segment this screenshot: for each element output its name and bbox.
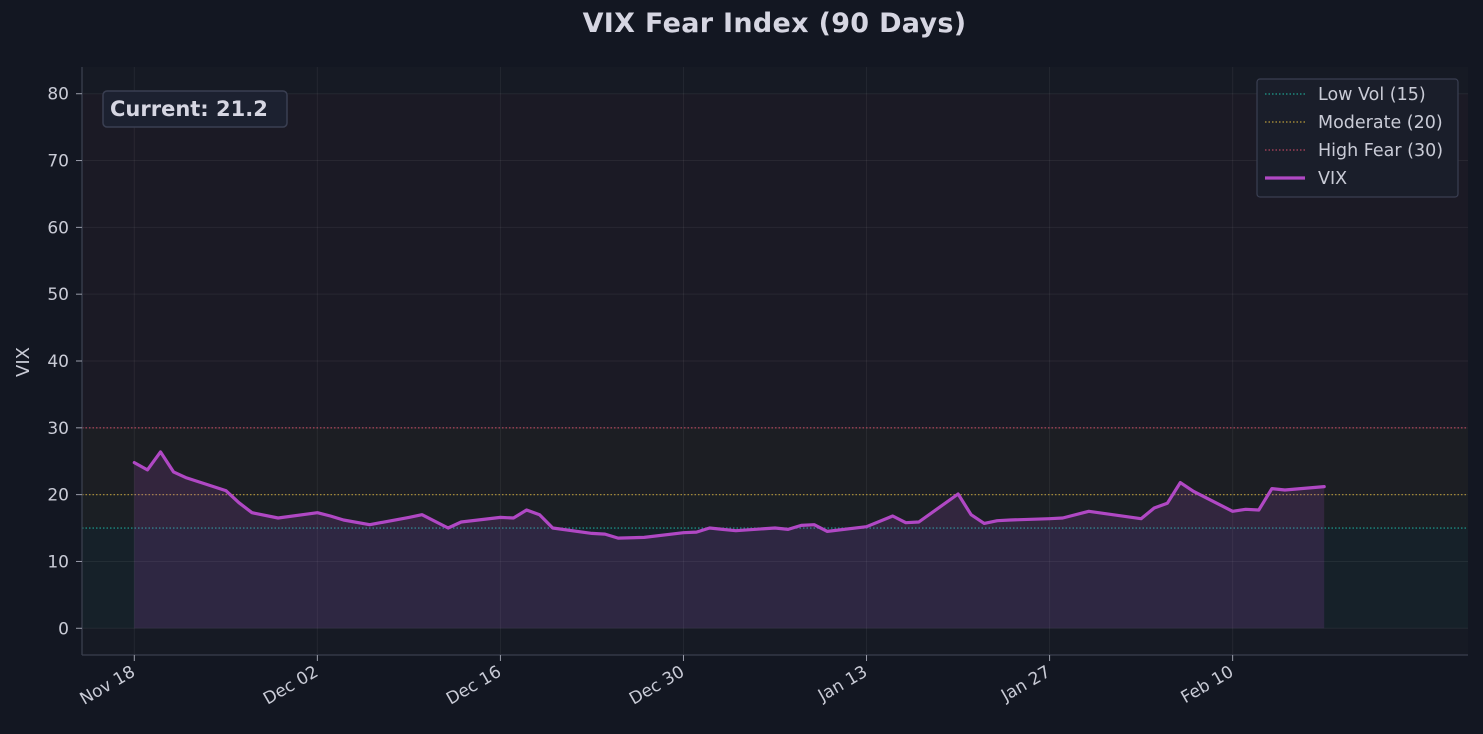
vix-data-point — [316, 511, 319, 514]
vix-data-point — [407, 516, 411, 519]
vix-data-point — [1231, 510, 1234, 513]
current-value-text: Current: 21.2 — [110, 97, 268, 121]
vix-data-point — [512, 516, 515, 520]
vix-data-point — [159, 450, 162, 454]
vix-data-point — [1257, 508, 1260, 512]
x-tick-label: Nov 18 — [77, 662, 139, 709]
chart-title: VIX Fear Index (90 Days) — [582, 8, 967, 39]
vix-area — [134, 451, 1325, 629]
vix-data-point — [1283, 488, 1287, 492]
vix-data-point — [525, 508, 528, 512]
y-tick-label: 50 — [47, 285, 69, 305]
vix-data-point — [1139, 517, 1143, 520]
current-value-badge: Current: 21.2 — [102, 90, 288, 128]
vix-data-point — [276, 516, 280, 520]
y-tick-label: 60 — [47, 218, 69, 238]
vix-data-point — [1048, 517, 1051, 520]
legend-label-2: High Fear (30) — [1318, 141, 1443, 161]
vix-data-point — [799, 524, 803, 527]
vix-data-point — [1322, 485, 1326, 488]
vix-data-point — [826, 530, 829, 533]
vix-data-point — [695, 530, 698, 534]
zone-band-2 — [82, 427, 1468, 495]
vix-data-point — [1152, 506, 1156, 510]
vix-data-point — [342, 518, 345, 522]
y-tick-label: 30 — [47, 419, 69, 439]
vix-data-point — [459, 520, 463, 524]
vix-data-point — [734, 529, 737, 532]
y-axis-title: VIX — [13, 347, 34, 377]
vix-data-point — [983, 522, 986, 525]
y-tick-label: 80 — [47, 85, 69, 105]
vix-data-point — [721, 528, 724, 531]
x-tick-label: Jan 13 — [814, 662, 871, 706]
zone-band-0 — [82, 528, 1468, 629]
vix-data-point — [1166, 502, 1169, 505]
vix-data-point — [420, 513, 424, 516]
vix-data-point — [956, 492, 960, 496]
vix-data-point — [172, 470, 175, 474]
vix-data-point — [146, 468, 149, 472]
legend: Low Vol (15) Moderate (20) High Fear (30) V… — [1256, 78, 1459, 198]
x-tick-label: Dec 30 — [626, 662, 688, 709]
vix-data-point — [1192, 490, 1195, 493]
legend-label-0: Low Vol (15) — [1318, 85, 1426, 105]
y-tick-label: 40 — [47, 352, 69, 372]
zone-band-3 — [82, 93, 1468, 428]
vix-data-point — [329, 514, 332, 518]
vix-data-point — [1270, 487, 1274, 490]
vix-data-point — [1061, 516, 1064, 520]
vix-data-point — [996, 519, 999, 522]
vix-data-point — [368, 523, 371, 526]
vix-data-point — [786, 528, 790, 531]
y-tick-label: 20 — [47, 486, 69, 506]
x-tick-label: Dec 16 — [443, 662, 505, 709]
vix-data-point — [133, 461, 136, 464]
vix-data-point — [773, 526, 777, 530]
x-tick-label: Dec 02 — [260, 662, 322, 709]
x-tick-label: Feb 10 — [1178, 662, 1237, 708]
vix-data-point — [708, 526, 711, 530]
vix-data-point — [682, 531, 685, 534]
y-tick-label: 10 — [47, 552, 69, 572]
vix-data-point — [1009, 518, 1012, 522]
vix-data-point — [865, 525, 868, 528]
vix-data-point — [237, 501, 241, 504]
vix-data-point — [1179, 481, 1182, 484]
vix-data-point — [904, 521, 907, 524]
x-tick-label: Jan 27 — [997, 662, 1054, 706]
vix-data-point — [185, 476, 188, 480]
vix-data-point — [446, 526, 450, 530]
vix-data-point — [538, 513, 541, 516]
vix-data-point — [917, 520, 921, 524]
legend-label-1: Moderate (20) — [1318, 113, 1443, 133]
y-tick-label: 0 — [58, 619, 69, 639]
legend-box — [1256, 78, 1459, 198]
plot-area — [82, 67, 1468, 655]
vix-data-point — [603, 532, 607, 536]
vix-data-point — [250, 511, 254, 514]
vix-data-point — [813, 523, 816, 526]
vix-data-point — [1087, 510, 1091, 513]
vix-data-point — [891, 514, 894, 518]
vix-data-point — [499, 516, 502, 519]
vix-data-point — [224, 489, 228, 492]
y-tick-label: 70 — [47, 152, 69, 172]
vix-data-point — [590, 532, 594, 535]
vix-data-point — [643, 536, 646, 539]
vix-data-point — [551, 526, 554, 530]
vix-data-point — [1244, 508, 1247, 511]
vix-data-point — [616, 536, 620, 540]
legend-label-3: VIX — [1318, 169, 1347, 189]
vix-data-point — [969, 513, 973, 516]
